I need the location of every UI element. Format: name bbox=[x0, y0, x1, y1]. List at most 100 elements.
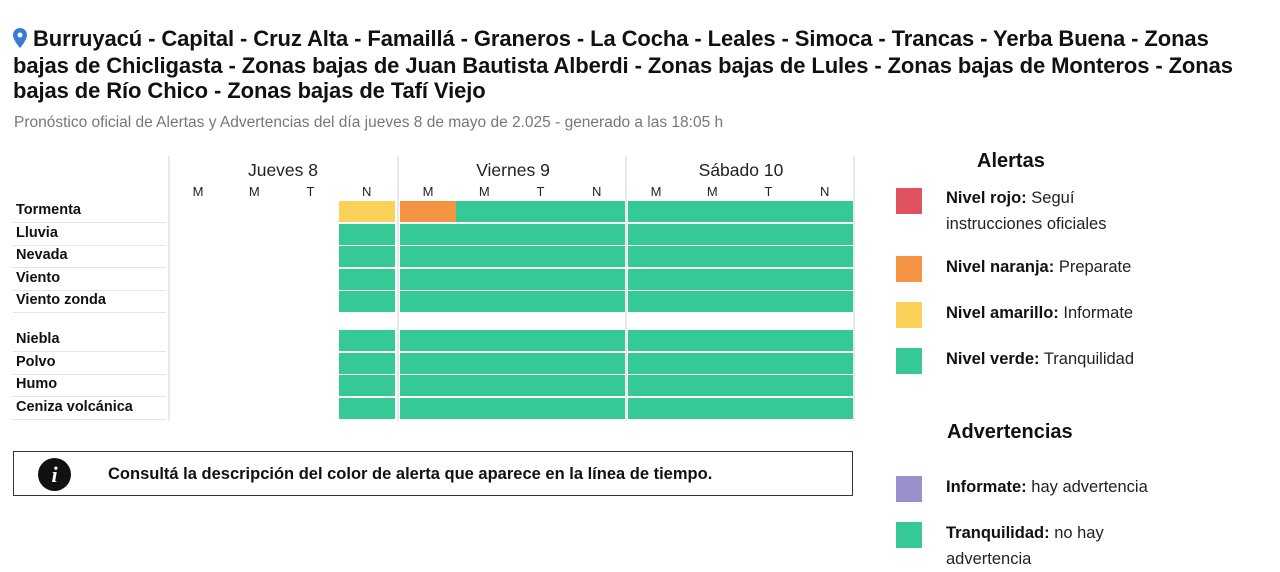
period-label: T bbox=[536, 184, 545, 199]
period-label: T bbox=[306, 184, 315, 199]
level-cell bbox=[568, 352, 626, 374]
level-cell bbox=[568, 246, 626, 267]
period-label: M bbox=[650, 184, 662, 199]
day-separator bbox=[853, 156, 855, 421]
level-cell bbox=[684, 268, 741, 290]
level-cell bbox=[628, 397, 685, 419]
row-label: Ceniza volcánica bbox=[16, 398, 133, 415]
warnings-legend-title: Advertencias bbox=[947, 421, 1073, 443]
subtitle: Pronóstico oficial de Alertas y Adverten… bbox=[14, 114, 724, 131]
level-cell bbox=[512, 330, 569, 351]
row-divider bbox=[13, 244, 166, 246]
day-header: Viernes 9 bbox=[476, 160, 550, 180]
level-cell bbox=[628, 246, 685, 267]
legend-red: Nivel rojo: Seguí instrucciones oficiales bbox=[946, 189, 1107, 233]
legend-swatch-red bbox=[896, 188, 922, 214]
level-cell bbox=[338, 352, 396, 374]
period-label: N bbox=[820, 184, 830, 199]
legend-swatch-orange bbox=[896, 256, 922, 282]
level-cell bbox=[684, 330, 741, 351]
level-cell bbox=[400, 330, 457, 351]
level-cell bbox=[628, 352, 685, 374]
row-divider bbox=[13, 351, 166, 352]
level-cell bbox=[796, 352, 854, 374]
period-label: N bbox=[362, 184, 372, 199]
row-label: Tormenta bbox=[16, 202, 81, 218]
level-cell bbox=[740, 375, 797, 396]
level-cell bbox=[400, 268, 457, 290]
level-cell bbox=[512, 352, 569, 374]
level-cell bbox=[684, 352, 741, 374]
level-cell bbox=[568, 201, 626, 222]
level-cell bbox=[456, 246, 513, 267]
level-cell bbox=[568, 330, 626, 351]
day-header: Jueves 8 bbox=[247, 160, 319, 180]
legend-informate: Informate: hay advertencia bbox=[946, 478, 1148, 496]
level-cell bbox=[568, 291, 626, 312]
level-cell bbox=[456, 268, 513, 290]
level-cell bbox=[740, 352, 797, 374]
legend-swatch-tranquilidad bbox=[896, 522, 922, 548]
row-divider bbox=[13, 267, 166, 268]
page-title: Burruyacú - Capital - Cruz Alta - Famail… bbox=[13, 26, 1263, 103]
level-cell bbox=[740, 397, 797, 419]
legend-orange: Nivel naranja: Preparate bbox=[946, 258, 1132, 276]
alerts-legend-title: Alertas bbox=[977, 150, 1045, 172]
level-cell bbox=[456, 352, 513, 374]
level-cell bbox=[338, 291, 396, 312]
level-cell bbox=[796, 375, 854, 396]
level-cell bbox=[400, 246, 457, 267]
row-divider bbox=[13, 289, 166, 291]
period-label: M bbox=[478, 184, 490, 199]
level-cell bbox=[400, 375, 457, 396]
row-label: Polvo bbox=[16, 353, 56, 370]
level-cell bbox=[512, 246, 569, 267]
level-cell bbox=[628, 375, 685, 396]
period-label: N bbox=[592, 184, 602, 199]
row-label: Lluvia bbox=[16, 224, 58, 241]
period-label: T bbox=[764, 184, 773, 199]
level-cell bbox=[628, 223, 685, 245]
row-divider bbox=[13, 418, 166, 420]
level-cell bbox=[512, 268, 569, 290]
level-cell bbox=[456, 375, 513, 396]
level-cell bbox=[740, 330, 797, 351]
info-box: i Consultá la descripción del color de a… bbox=[13, 451, 853, 496]
alert-timeline: Jueves 8 M M T N Viernes 9 M M T N Sábado 10 M M T N To… bbox=[13, 156, 858, 424]
level-cell bbox=[456, 397, 513, 419]
level-cell bbox=[568, 223, 626, 245]
legend-yellow: Nivel amarillo: Informate bbox=[946, 304, 1134, 322]
level-cell bbox=[740, 291, 797, 312]
level-cell bbox=[338, 330, 396, 351]
period-label: M bbox=[422, 184, 434, 199]
legend-swatch-purple bbox=[896, 476, 922, 502]
level-cell bbox=[684, 397, 741, 419]
day-header: Sábado 10 bbox=[698, 160, 784, 180]
period-label: M bbox=[248, 184, 260, 199]
level-cell bbox=[796, 330, 854, 351]
level-cell bbox=[456, 201, 513, 222]
level-cell bbox=[740, 268, 797, 290]
period-label: M bbox=[192, 184, 204, 199]
row-divider bbox=[13, 396, 166, 397]
level-cell bbox=[400, 291, 457, 312]
level-cell bbox=[338, 268, 396, 290]
level-cell bbox=[338, 201, 396, 222]
level-cell bbox=[628, 291, 685, 312]
level-cell bbox=[512, 291, 569, 312]
level-cell bbox=[684, 375, 741, 396]
row-label: Humo bbox=[16, 376, 58, 392]
row-label: Viento bbox=[16, 269, 61, 286]
level-cell bbox=[512, 201, 569, 222]
level-cell bbox=[568, 268, 626, 290]
level-cell bbox=[338, 223, 396, 245]
legend-tranquilidad: Tranquilidad: no hay advertencia bbox=[946, 524, 1104, 568]
level-cell bbox=[740, 246, 797, 267]
level-cell bbox=[338, 397, 396, 419]
level-cell bbox=[796, 268, 854, 290]
level-cell bbox=[796, 246, 854, 267]
row-label: Niebla bbox=[16, 331, 60, 347]
level-cell bbox=[338, 375, 396, 396]
row-divider bbox=[13, 222, 166, 223]
level-cell bbox=[512, 397, 569, 419]
